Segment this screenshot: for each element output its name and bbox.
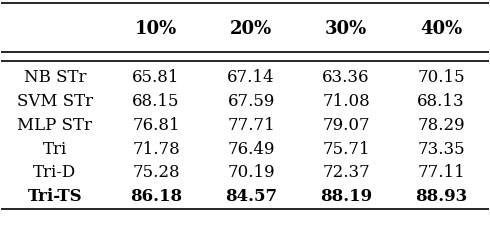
Text: 65.81: 65.81: [132, 69, 180, 86]
Text: 68.15: 68.15: [132, 93, 180, 109]
Text: 75.71: 75.71: [322, 140, 370, 157]
Text: 76.49: 76.49: [227, 140, 275, 157]
Text: 73.35: 73.35: [417, 140, 465, 157]
Text: 67.59: 67.59: [227, 93, 275, 109]
Text: 88.19: 88.19: [320, 188, 372, 204]
Text: 76.81: 76.81: [132, 116, 180, 133]
Text: 71.78: 71.78: [132, 140, 180, 157]
Text: 71.08: 71.08: [322, 93, 370, 109]
Text: 70.15: 70.15: [417, 69, 465, 86]
Text: 30%: 30%: [325, 19, 367, 38]
Text: 75.28: 75.28: [132, 164, 180, 181]
Text: 63.36: 63.36: [322, 69, 370, 86]
Text: 77.71: 77.71: [227, 116, 275, 133]
Text: Tri-D: Tri-D: [33, 164, 76, 181]
Text: 86.18: 86.18: [130, 188, 182, 204]
Text: 79.07: 79.07: [322, 116, 370, 133]
Text: 67.14: 67.14: [227, 69, 275, 86]
Text: 88.93: 88.93: [415, 188, 467, 204]
Text: 40%: 40%: [420, 19, 462, 38]
Text: 70.19: 70.19: [227, 164, 275, 181]
Text: 77.11: 77.11: [417, 164, 465, 181]
Text: 20%: 20%: [230, 19, 272, 38]
Text: SVM STr: SVM STr: [17, 93, 93, 109]
Text: MLP STr: MLP STr: [18, 116, 93, 133]
Text: 10%: 10%: [135, 19, 177, 38]
Text: 68.13: 68.13: [417, 93, 465, 109]
Text: NB STr: NB STr: [24, 69, 86, 86]
Text: 72.37: 72.37: [322, 164, 370, 181]
Text: 84.57: 84.57: [225, 188, 277, 204]
Text: 78.29: 78.29: [417, 116, 465, 133]
Text: Tri-TS: Tri-TS: [27, 188, 82, 204]
Text: Tri: Tri: [43, 140, 67, 157]
